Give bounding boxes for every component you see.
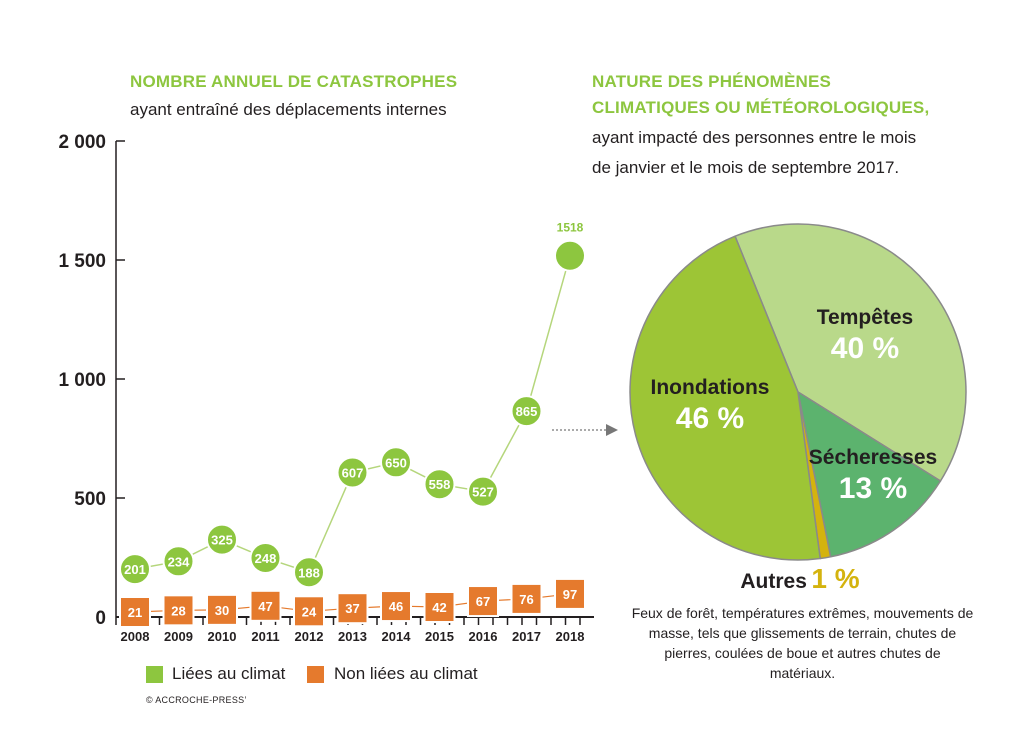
series-line-climate xyxy=(134,255,571,574)
x-axis-tick-label: 2015 xyxy=(425,629,454,644)
x-axis-tick-label: 2014 xyxy=(382,629,412,644)
data-label-non-climate: 67 xyxy=(476,594,490,609)
data-label-non-climate: 97 xyxy=(563,587,577,602)
x-axis-tick-label: 2012 xyxy=(295,629,324,644)
pie-slice-secheresses xyxy=(797,391,942,558)
pie-chart-subtitle-line-1: ayant impacté des personnes entre le moi… xyxy=(592,128,917,147)
data-point-non-climate xyxy=(380,590,412,623)
data-label-non-climate: 76 xyxy=(519,592,533,607)
data-point-climate xyxy=(162,545,195,578)
data-point-climate xyxy=(510,395,543,428)
pie-chart-subtitle-line-2: de janvier et le mois de septembre 2017. xyxy=(592,158,900,177)
data-point-non-climate xyxy=(510,582,543,615)
legend-swatch-non-climate xyxy=(307,666,324,683)
data-label-climate: 558 xyxy=(429,477,451,492)
pie-label-autres-value: 1 % xyxy=(811,563,860,594)
x-axis-tick-label: 2013 xyxy=(338,629,367,644)
data-point-climate xyxy=(293,556,325,589)
pie-label-tempetes: Tempêtes 40 % xyxy=(795,306,935,366)
pie-chart-title-line-2: CLIMATIQUES OU MÉTÉOROLOGIQUES, xyxy=(592,98,930,117)
data-point-climate xyxy=(423,468,456,501)
x-axis-tick-label: 2017 xyxy=(512,629,541,644)
line-chart-title: NOMBRE ANNUEL DE CATASTROPHES xyxy=(130,72,458,91)
legend-label-climate: Liées au climat xyxy=(172,664,286,683)
data-point-non-climate xyxy=(206,593,238,626)
pie-slice-inondations xyxy=(629,235,821,561)
data-label-climate: 188 xyxy=(298,565,320,580)
data-label-non-climate: 24 xyxy=(302,604,317,619)
copyright-notice: © ACCROCHE-PRESS’ xyxy=(146,695,247,705)
x-axis-tick-label: 2011 xyxy=(251,629,279,644)
data-point-non-climate xyxy=(119,596,151,629)
y-axis-tick-label: 500 xyxy=(74,489,106,510)
pie-label-secheresses-name: Sécheresses xyxy=(808,446,938,469)
data-label-climate: 865 xyxy=(516,404,538,419)
data-point-climate xyxy=(119,553,151,586)
data-label-non-climate: 37 xyxy=(345,601,359,616)
data-point-non-climate xyxy=(162,594,195,627)
data-point-non-climate xyxy=(467,585,499,618)
data-label-climate: 650 xyxy=(385,455,407,470)
pie-slice-tempetes xyxy=(734,223,967,482)
data-label-non-climate: 21 xyxy=(128,605,142,620)
pie-label-inondations-value: 46 % xyxy=(675,402,745,435)
data-label-climate: 201 xyxy=(124,562,146,577)
pie-label-tempetes-name: Tempêtes xyxy=(816,306,914,329)
data-point-non-climate xyxy=(336,592,369,625)
data-label-non-climate: 47 xyxy=(258,599,272,614)
pie-label-inondations: Inondations 46 % xyxy=(640,376,780,436)
y-axis-tick-label: 2 000 xyxy=(58,132,106,153)
pie-label-autres-name: Autres xyxy=(740,570,807,593)
data-label-climate: 1518 xyxy=(557,221,584,235)
data-label-climate: 234 xyxy=(168,554,190,569)
y-axis-tick-label: 0 xyxy=(95,608,106,629)
x-axis-tick-label: 2008 xyxy=(121,629,150,644)
data-point-non-climate xyxy=(423,591,456,624)
x-axis-tick-label: 2009 xyxy=(164,629,193,644)
data-label-climate: 248 xyxy=(255,551,277,566)
data-label-non-climate: 30 xyxy=(215,603,229,618)
data-point-climate xyxy=(249,541,282,574)
pie-label-secheresses: Sécheresses 13 % xyxy=(798,446,948,506)
data-label-climate: 527 xyxy=(472,485,494,500)
x-axis-tick-label: 2016 xyxy=(469,629,498,644)
data-point-non-climate xyxy=(249,589,282,622)
data-label-non-climate: 42 xyxy=(432,600,446,615)
x-axis-tick-label: 2018 xyxy=(556,629,585,644)
data-point-climate xyxy=(336,456,369,489)
data-label-non-climate: 28 xyxy=(171,603,185,618)
data-point-climate xyxy=(380,446,412,479)
x-axis-tick-label: 2010 xyxy=(208,629,237,644)
data-point-climate xyxy=(554,239,586,272)
autres-description: Feux de forêt, températures extrêmes, mo… xyxy=(631,605,974,681)
legend-swatch-climate xyxy=(146,666,163,683)
data-label-non-climate: 46 xyxy=(389,599,403,614)
connector-arrow-head xyxy=(606,424,618,436)
data-point-non-climate xyxy=(554,577,586,610)
pie-label-inondations-name: Inondations xyxy=(650,376,770,399)
pie-label-secheresses-value: 13 % xyxy=(838,472,908,505)
data-label-climate: 607 xyxy=(342,466,364,481)
pie-label-autres: Autres 1 % xyxy=(720,563,880,595)
line-chart-subtitle: ayant entraîné des déplacements internes xyxy=(130,100,447,119)
y-axis-tick-label: 1 000 xyxy=(58,370,106,391)
data-label-climate: 325 xyxy=(211,533,233,548)
y-axis-tick-label: 1 500 xyxy=(58,251,106,272)
data-point-climate xyxy=(467,475,499,508)
pie-chart-title-line-1: NATURE DES PHÉNOMÈNES xyxy=(592,72,832,91)
legend-label-non-climate: Non liées au climat xyxy=(334,664,478,683)
data-point-non-climate xyxy=(293,595,325,628)
pie-label-tempetes-value: 40 % xyxy=(830,332,900,365)
data-point-climate xyxy=(206,523,238,556)
